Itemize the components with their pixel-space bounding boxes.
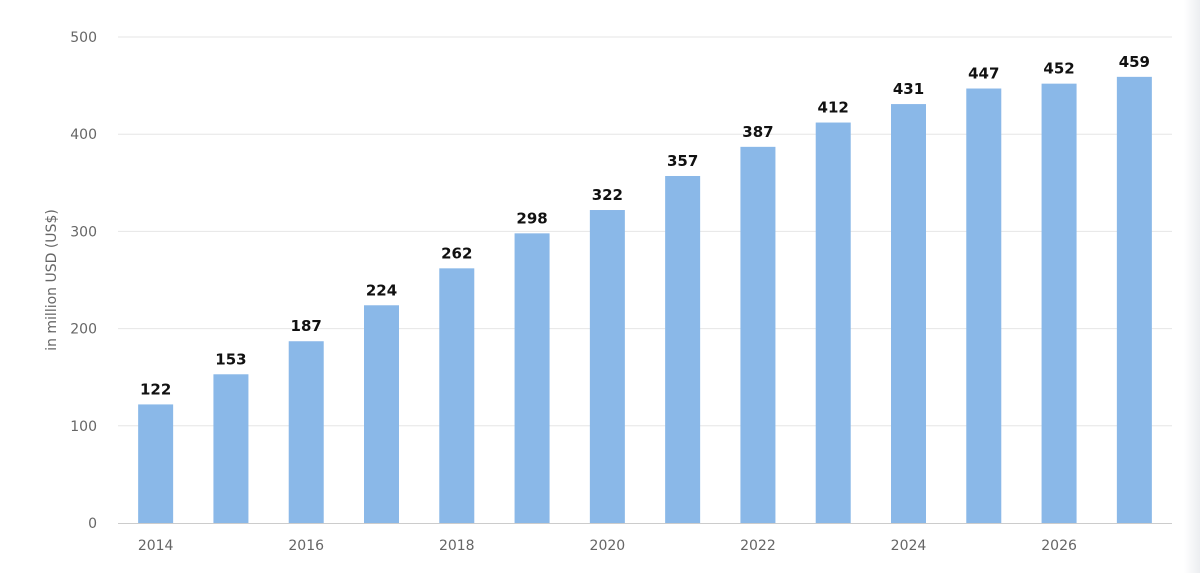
bar bbox=[966, 88, 1002, 524]
bar bbox=[138, 404, 174, 523]
data-label: 412 bbox=[818, 99, 849, 117]
data-label: 431 bbox=[893, 80, 924, 98]
y-tick-label: 0 bbox=[88, 516, 97, 532]
bar bbox=[364, 305, 399, 523]
y-tick-label: 400 bbox=[70, 127, 97, 143]
bar bbox=[815, 122, 851, 523]
x-axis-ticks: 2014 2016 2018 2020 2022 2024 2026 bbox=[138, 538, 1077, 554]
y-axis-ticks: 0 100 200 300 400 500 bbox=[70, 30, 97, 532]
gridlines bbox=[118, 36, 1172, 427]
y-tick-label: 500 bbox=[70, 30, 97, 46]
bar bbox=[1116, 76, 1152, 524]
data-label: 322 bbox=[592, 186, 623, 204]
data-label: 447 bbox=[968, 65, 999, 83]
data-label: 459 bbox=[1119, 53, 1150, 71]
data-label: 387 bbox=[742, 123, 773, 141]
bar bbox=[514, 233, 550, 523]
bar bbox=[740, 146, 776, 523]
data-label: 224 bbox=[366, 281, 397, 299]
x-tick-label: 2024 bbox=[891, 538, 927, 554]
data-label: 153 bbox=[215, 350, 246, 368]
x-tick-label: 2020 bbox=[590, 538, 626, 554]
data-label: 122 bbox=[140, 380, 171, 398]
x-tick-label: 2022 bbox=[740, 538, 776, 554]
bar bbox=[439, 268, 475, 523]
y-tick-label: 300 bbox=[70, 224, 97, 240]
bar bbox=[288, 341, 324, 523]
x-tick-label: 2026 bbox=[1041, 538, 1077, 554]
data-label: 298 bbox=[516, 209, 547, 227]
y-tick-label: 100 bbox=[70, 419, 97, 435]
y-axis-label: in million USD (US$) bbox=[44, 209, 60, 351]
bar bbox=[213, 374, 249, 523]
right-edge-shade bbox=[1184, 0, 1200, 573]
data-label: 187 bbox=[291, 317, 322, 335]
x-tick-label: 2014 bbox=[138, 538, 174, 554]
bar bbox=[1041, 83, 1077, 523]
data-label: 262 bbox=[441, 244, 472, 262]
bar bbox=[891, 104, 926, 524]
x-tick-label: 2018 bbox=[439, 538, 475, 554]
data-label: 357 bbox=[667, 152, 698, 170]
y-tick-label: 200 bbox=[70, 322, 97, 338]
bar bbox=[665, 175, 701, 523]
x-tick-label: 2016 bbox=[288, 538, 324, 554]
bar bbox=[589, 210, 625, 524]
bars bbox=[138, 76, 1152, 524]
data-label: 452 bbox=[1043, 60, 1074, 78]
data-labels: 122 153 187 224 262 298 322 357 387 412 431 447 452 4… bbox=[140, 53, 1150, 399]
